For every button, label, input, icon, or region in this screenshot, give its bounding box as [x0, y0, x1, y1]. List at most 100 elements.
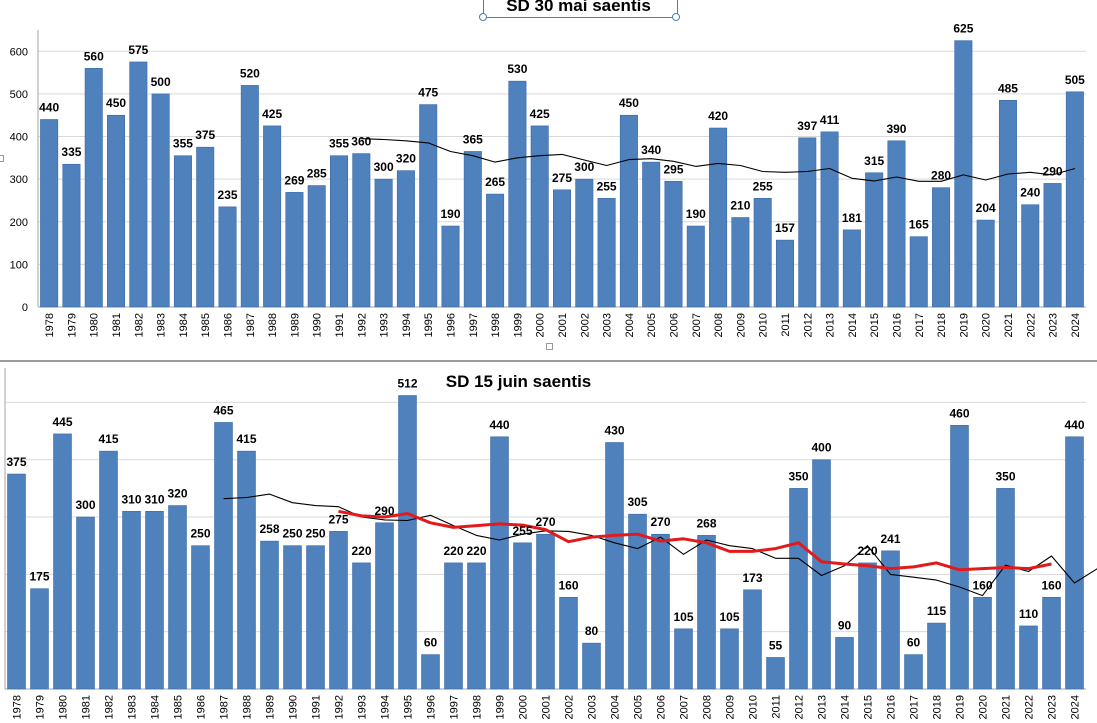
data-label: 425: [530, 107, 550, 121]
x-tick-label: 2014: [847, 313, 859, 337]
data-label: 400: [811, 441, 831, 455]
x-tick-label: 2000: [535, 313, 547, 337]
bar-1986: [192, 546, 210, 689]
x-tick-label: 2011: [780, 313, 792, 337]
y-tick-label: 0: [22, 302, 28, 314]
data-label: 335: [61, 145, 81, 159]
bar-2019: [955, 41, 972, 307]
x-tick-label: 1991: [311, 695, 323, 719]
data-label: 270: [535, 515, 555, 529]
x-tick-label: 2013: [817, 695, 829, 719]
bar-1992: [330, 531, 348, 689]
x-tick-label: 2001: [541, 695, 553, 719]
x-tick-label: 1988: [242, 695, 254, 719]
data-label: 269: [284, 173, 304, 187]
x-tick-label: 2022: [1024, 695, 1036, 719]
data-label: 411: [820, 113, 840, 127]
bar-2005: [642, 162, 659, 307]
x-tick-label: 2023: [1047, 695, 1059, 719]
bar-1985: [197, 147, 214, 307]
bar-1988: [238, 451, 256, 689]
data-label: 300: [574, 160, 594, 174]
bar-2018: [928, 623, 946, 689]
bar-1994: [376, 523, 394, 689]
x-tick-label: 2005: [633, 695, 645, 719]
x-tick-label: 2013: [825, 313, 837, 337]
x-tick-label: 2000: [518, 695, 530, 719]
x-tick-label: 1979: [35, 695, 47, 719]
bar-1997: [445, 563, 463, 689]
bar-2003: [598, 198, 615, 307]
data-label: 250: [305, 527, 325, 541]
bar-1982: [130, 62, 147, 307]
bar-1991: [307, 546, 325, 689]
data-label: 110: [1019, 607, 1039, 621]
data-label: 55: [769, 638, 783, 652]
x-tick-label: 2014: [840, 695, 852, 719]
bar-2004: [620, 115, 637, 307]
data-label: 160: [558, 578, 578, 592]
bar-1980: [85, 68, 102, 307]
x-tick-label: 2019: [958, 313, 970, 337]
x-tick-label: 2024: [1070, 695, 1082, 719]
x-tick-label: 2010: [758, 313, 770, 337]
chart-resize-handle-left[interactable]: [0, 155, 4, 162]
x-tick-label: 1994: [401, 313, 413, 337]
x-tick-label: 1987: [245, 313, 257, 337]
data-label: 275: [328, 512, 348, 526]
chart-title: SD 30 mai saentis: [30, 0, 1097, 16]
bar-1998: [468, 563, 486, 689]
data-label: 415: [98, 432, 118, 446]
bar-2006: [665, 181, 682, 307]
x-tick-label: 2009: [725, 695, 737, 719]
bar-1999: [491, 437, 509, 689]
data-label: 290: [374, 504, 394, 518]
bar-1981: [77, 517, 95, 689]
x-tick-label: 1986: [196, 695, 208, 719]
x-tick-label: 1979: [66, 313, 78, 337]
data-label: 500: [151, 75, 171, 89]
bar-1983: [152, 94, 169, 307]
data-label: 450: [106, 96, 126, 110]
data-label: 375: [195, 128, 215, 142]
data-label: 355: [329, 137, 349, 151]
bar-2024: [1066, 437, 1084, 689]
bar-2020: [977, 220, 994, 307]
x-tick-label: 2020: [978, 695, 990, 719]
x-tick-label: 2023: [1048, 313, 1060, 337]
data-label: 290: [1043, 164, 1063, 178]
bar-2013: [821, 132, 838, 307]
data-label: 320: [167, 487, 187, 501]
bar-2017: [910, 237, 927, 307]
bar-2002: [576, 179, 593, 307]
data-label: 430: [604, 424, 624, 438]
data-label: 440: [489, 418, 509, 432]
bar-2015: [865, 173, 882, 307]
bar-2003: [583, 643, 601, 689]
x-tick-label: 2017: [909, 695, 921, 719]
chart-resize-handle-bottom[interactable]: [546, 343, 553, 350]
x-tick-label: 2015: [863, 695, 875, 719]
x-tick-label: 2012: [794, 695, 806, 719]
x-tick-label: 1990: [312, 313, 324, 337]
bar-1996: [442, 226, 459, 307]
x-tick-label: 1998: [472, 695, 484, 719]
x-tick-label: 2002: [564, 695, 576, 719]
bar-2022: [1022, 205, 1039, 307]
data-label: 475: [418, 86, 438, 100]
x-tick-label: 1990: [288, 695, 300, 719]
data-label: 115: [927, 604, 947, 618]
x-tick-label: 2003: [587, 695, 599, 719]
bar-1987: [215, 422, 233, 689]
data-label: 300: [374, 160, 394, 174]
data-label: 465: [213, 403, 233, 417]
data-label: 220: [351, 544, 371, 558]
x-tick-label: 1992: [334, 695, 346, 719]
x-tick-label: 1995: [423, 313, 435, 337]
data-label: 320: [396, 152, 416, 166]
bar-2008: [709, 128, 726, 307]
bar-2011: [767, 657, 785, 689]
data-label: 204: [976, 201, 996, 215]
bar-2021: [999, 100, 1016, 307]
bar-1988: [263, 126, 280, 307]
